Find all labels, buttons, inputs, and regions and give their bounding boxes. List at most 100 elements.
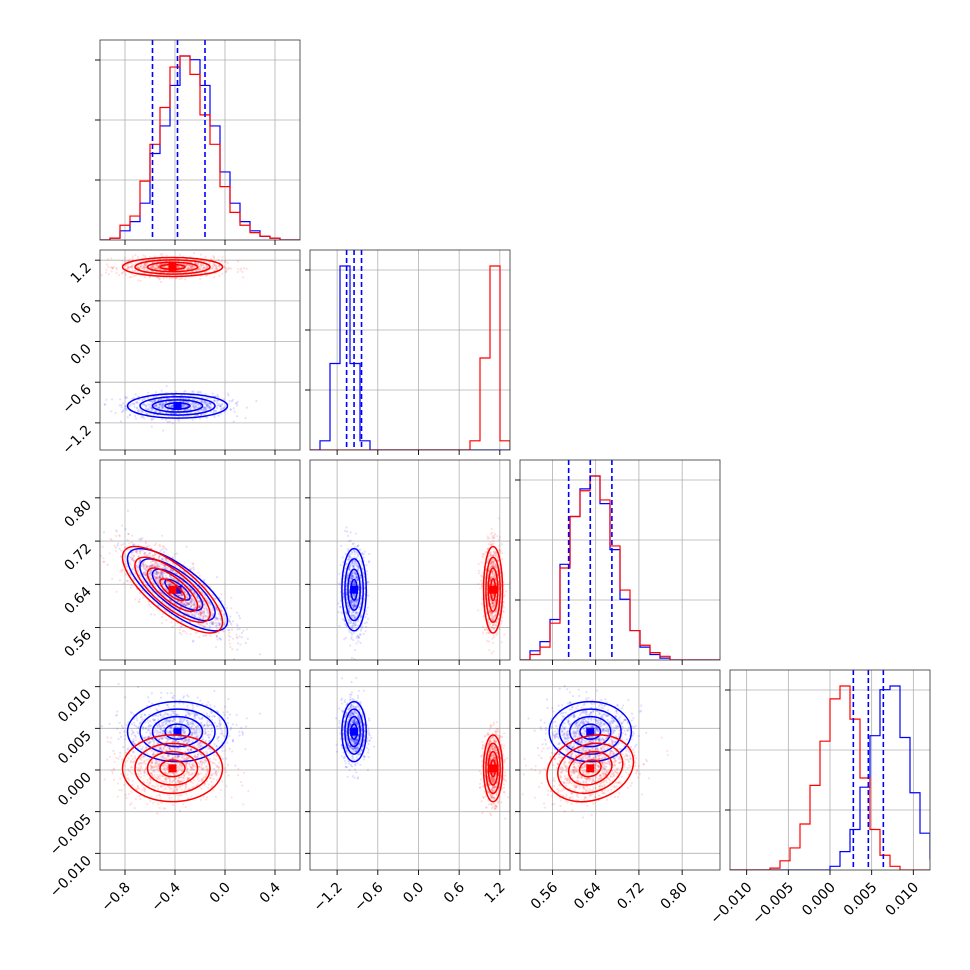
- scatter-point: [173, 598, 176, 602]
- scatter-point: [231, 620, 235, 623]
- scatter-point: [494, 598, 497, 601]
- scatter-point: [357, 636, 360, 639]
- scatter-point: [351, 617, 355, 620]
- scatter-point: [255, 399, 258, 403]
- scatter-point: [355, 601, 359, 604]
- scatter-point: [109, 537, 112, 540]
- scatter-point: [199, 266, 203, 269]
- contour-series-0-level-2: [151, 568, 204, 612]
- scatter-point: [211, 623, 215, 626]
- scatter-point: [157, 571, 160, 574]
- scatter-point: [213, 399, 217, 402]
- scatter-point: [204, 634, 207, 637]
- scatter-point: [203, 614, 206, 617]
- scatter-point: [190, 402, 193, 405]
- scatter-point: [141, 403, 145, 406]
- scatter-point: [128, 266, 131, 269]
- scatter-point: [197, 267, 200, 270]
- scatter-point: [196, 596, 199, 599]
- scatter-point: [160, 621, 164, 625]
- scatter-point: [144, 573, 148, 576]
- scatter-point: [164, 607, 167, 610]
- scatter-point: [142, 580, 146, 583]
- scatter-point: [352, 622, 355, 625]
- scatter-point: [127, 548, 130, 551]
- scatter-point: [198, 624, 202, 627]
- scatter-point: [216, 393, 219, 397]
- scatter-point: [203, 625, 206, 628]
- scatter-point: [222, 623, 225, 627]
- scatter-point: [191, 640, 194, 643]
- scatter-point: [136, 406, 139, 409]
- scatter-point: [143, 264, 147, 267]
- scatter-point: [217, 612, 221, 615]
- scatter-point: [146, 545, 149, 548]
- scatter-point: [355, 575, 358, 578]
- scatter-point: [174, 553, 177, 556]
- scatter-point: [208, 406, 211, 409]
- scatter-point: [190, 625, 193, 628]
- scatter-point: [204, 582, 207, 585]
- scatter-point: [151, 564, 154, 568]
- scatter-point: [351, 593, 354, 596]
- scatter-point: [218, 623, 221, 626]
- scatter-point: [169, 568, 173, 571]
- scatter-point: [177, 591, 181, 594]
- scatter-point: [202, 259, 206, 263]
- scatter-point: [126, 558, 129, 561]
- scatter-point: [177, 608, 181, 612]
- scatter-point: [192, 405, 195, 408]
- scatter-point: [354, 611, 357, 615]
- scatter-point: [203, 594, 207, 597]
- scatter-point: [161, 563, 164, 567]
- scatter-point: [130, 402, 134, 406]
- scatter-point: [477, 572, 481, 575]
- scatter-point: [110, 410, 113, 413]
- scatter-point: [149, 605, 152, 608]
- scatter-point: [365, 609, 368, 612]
- scatter-point: [139, 279, 142, 282]
- scatter-point: [367, 594, 370, 597]
- scatter-point: [192, 624, 195, 628]
- scatter-panel-p1-p2: [305, 459, 511, 665]
- scatter-point: [179, 601, 182, 605]
- scatter-point: [187, 598, 190, 602]
- scatter-point: [190, 264, 193, 267]
- scatter-point: [351, 542, 354, 546]
- scatter-point: [147, 566, 150, 569]
- scatter-point: [120, 272, 124, 275]
- scatter-point: [146, 403, 149, 406]
- scatter-point: [175, 617, 178, 620]
- scatter-point: [191, 562, 194, 566]
- scatter-point: [208, 601, 211, 604]
- scatter-point: [209, 407, 212, 410]
- scatter-point: [196, 414, 199, 417]
- scatter-point: [153, 267, 156, 270]
- scatter-point: [144, 263, 147, 266]
- scatter-point: [228, 629, 231, 632]
- scatter-point: [146, 413, 149, 416]
- scatter-point: [102, 531, 106, 534]
- scatter-point: [201, 267, 205, 270]
- scatter-point: [182, 405, 185, 408]
- scatter-point: [350, 602, 353, 606]
- scatter-point: [159, 574, 162, 577]
- scatter-point: [489, 543, 492, 546]
- scatter-point: [157, 406, 160, 409]
- scatter-point: [172, 394, 175, 397]
- scatter-point: [178, 631, 181, 634]
- scatter-point: [157, 263, 160, 267]
- scatter-point: [159, 572, 162, 575]
- scatter-point: [187, 575, 190, 578]
- scatter-point: [345, 612, 348, 615]
- scatter-point: [154, 410, 157, 413]
- scatter-point: [490, 527, 493, 531]
- scatter-point: [211, 392, 214, 395]
- scatter-point: [352, 576, 355, 579]
- scatter-point: [170, 404, 174, 408]
- scatter-point: [190, 265, 193, 268]
- scatter-point: [239, 269, 242, 272]
- scatter-point: [176, 601, 179, 604]
- scatter-point: [481, 575, 484, 578]
- scatter-point: [180, 620, 183, 623]
